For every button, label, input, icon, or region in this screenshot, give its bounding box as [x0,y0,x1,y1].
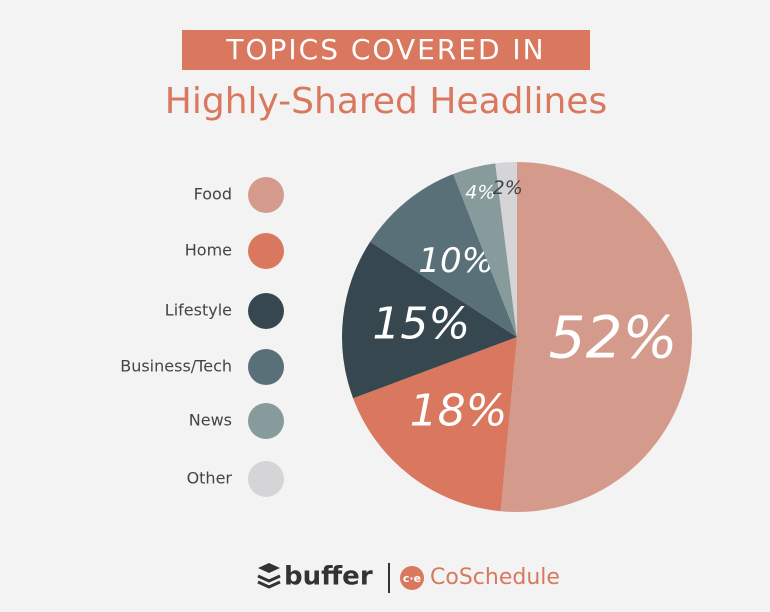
legend-label: Home [185,241,232,260]
legend-swatch [248,293,284,329]
pie-slice [500,162,692,512]
value-label: 2% [493,177,523,199]
pie-slice [342,241,517,399]
legend-swatch [248,403,284,439]
legend: Food Home Lifestyle Business/Tech News Other [120,177,284,497]
chart-title: TOPICS COVERED IN [225,33,545,66]
legend-label: Business/Tech [120,357,232,376]
chart-subtitle: Highly-Shared Headlines [165,81,607,122]
coschedule-icon [400,566,424,590]
pie-slice [453,163,517,337]
value-label: 18% [410,385,508,436]
coschedule-logo: CoSchedule [430,565,560,590]
legend-label: News [189,411,232,430]
legend-swatch [248,349,284,385]
legend-label: Food [194,185,232,204]
legend-swatch [248,461,284,497]
pie: 52% 18% 15% 10% 4%2% [342,162,692,512]
coschedule-icon-mark: c·e [403,572,421,585]
legend-swatch [248,233,284,269]
value-label: 15% [372,299,470,350]
value-label: 10% [418,241,494,281]
value-label: 4% [465,181,495,203]
pie-slice [353,337,517,512]
legend-swatch [248,177,284,213]
buffer-logo: buffer [284,562,373,592]
value-label: 52% [549,304,678,372]
legend-label: Other [187,469,233,488]
buffer-icon [257,563,281,589]
pie-slice [370,174,517,337]
title-banner [182,30,590,70]
footer: buffer c·e CoSchedule [257,562,560,593]
pie-slice [495,162,517,337]
legend-label: Lifestyle [165,301,232,320]
